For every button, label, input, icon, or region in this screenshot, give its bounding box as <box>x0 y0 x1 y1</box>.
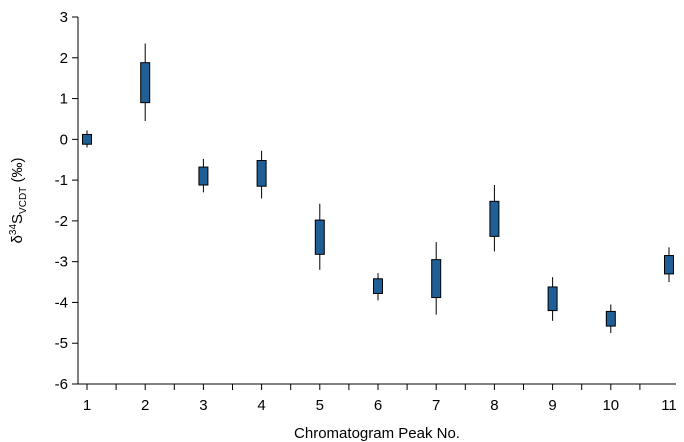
y-tick-label: -3 <box>55 254 68 271</box>
y-tick-label: -4 <box>55 294 68 311</box>
x-tick-label: 1 <box>83 397 91 414</box>
y-tick-label: 0 <box>60 131 68 148</box>
y-tick-label: 1 <box>60 91 68 108</box>
box-peak-8 <box>489 200 500 237</box>
x-tick-label: 4 <box>257 397 265 414</box>
x-tick-label: 5 <box>316 397 324 414</box>
y-tick-label: -6 <box>55 376 68 393</box>
y-tick-label: 2 <box>60 50 68 67</box>
y-label-prefix: δ <box>9 235 26 243</box>
box-peak-9 <box>547 286 558 312</box>
y-tick-label: -1 <box>55 172 68 189</box>
box-peak-11 <box>664 255 674 275</box>
y-label-subscript: VCDT <box>18 187 29 214</box>
y-tick-label: -2 <box>55 213 68 230</box>
x-tick-label: 2 <box>141 397 149 414</box>
x-tick-label: 3 <box>199 397 207 414</box>
box-peak-1 <box>82 133 92 145</box>
x-tick-label: 8 <box>490 397 498 414</box>
box-peak-3 <box>198 166 209 186</box>
box-peak-10 <box>605 310 616 327</box>
box-peak-5 <box>314 219 325 255</box>
x-axis-ticks: 1 2 3 4 5 6 7 8 9 10 11 <box>83 384 677 414</box>
x-tick-label: 11 <box>661 397 677 414</box>
y-axis-ticks: 3 2 1 0 -1 -2 -3 -4 -5 -6 <box>55 9 78 393</box>
x-tick-label: 10 <box>602 397 619 414</box>
y-tick-label: -5 <box>55 335 68 352</box>
box-peak-6 <box>373 278 383 294</box>
x-tick-label: 6 <box>374 397 382 414</box>
y-tick-label: 3 <box>60 9 68 26</box>
y-label-main: S <box>9 214 26 224</box>
x-axis-label: Chromatogram Peak No. <box>294 425 460 442</box>
x-tick-label: 7 <box>432 397 440 414</box>
plot-marks <box>82 43 674 334</box>
box-peak-4 <box>256 160 267 187</box>
box-peak-7 <box>431 259 442 299</box>
box-peak-2 <box>140 62 151 104</box>
y-axis-label: δ34SVCDT (‰) <box>8 158 29 244</box>
y-label-superscript: 34 <box>8 224 19 236</box>
x-tick-label: 9 <box>548 397 556 414</box>
y-label-suffix: (‰) <box>9 158 26 187</box>
